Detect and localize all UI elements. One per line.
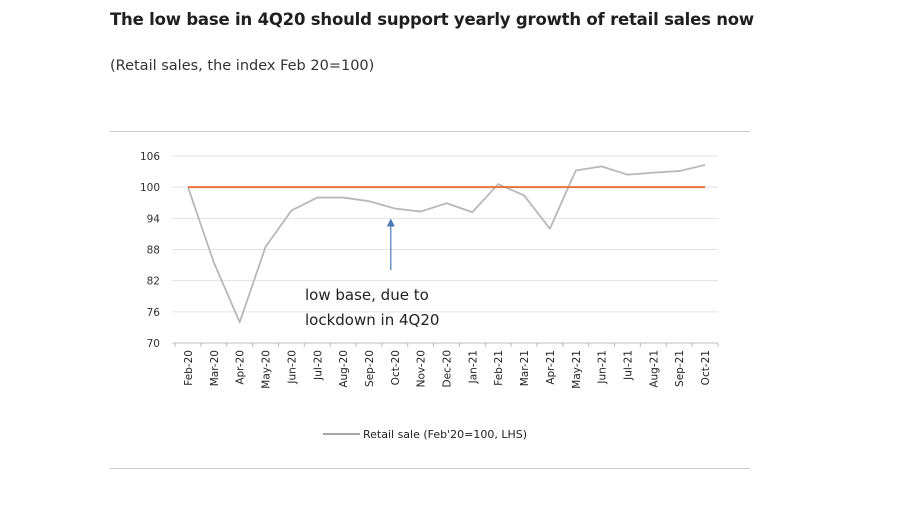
x-tick-label: Nov-20 <box>416 350 428 387</box>
y-tick-label: 88 <box>147 245 160 257</box>
annotation-line-2: lockdown in 4Q20 <box>305 311 439 329</box>
x-tick-label: Apr-21 <box>545 350 557 385</box>
x-tick-label: Jun-21 <box>597 350 609 385</box>
x-tick-label: May-21 <box>571 350 583 389</box>
x-tick-label: Jan-21 <box>467 350 479 384</box>
chart-subtitle: (Retail sales, the index Feb 20=100) <box>110 58 375 74</box>
x-tick-label: Sep-20 <box>364 350 376 387</box>
x-axis: Feb-20 Mar-20 Apr-20 May-20 Jun-20 Jul-20 Aug-… <box>172 342 719 389</box>
bottom-divider <box>110 468 750 469</box>
y-tick-label: 100 <box>140 182 160 194</box>
legend: Retail sale (Feb'20=100, LHS) <box>323 428 527 441</box>
x-tick-label: Sep-21 <box>674 350 686 387</box>
chart-title: The low base in 4Q20 should support year… <box>110 10 754 29</box>
y-tick-label: 94 <box>147 213 161 225</box>
y-tick-label: 82 <box>147 276 160 288</box>
annotation-line-1: low base, due to <box>305 286 429 304</box>
legend-label: Retail sale (Feb'20=100, LHS) <box>363 428 527 441</box>
x-tick-label: Feb-20 <box>183 350 195 386</box>
x-tick-label: Jul-20 <box>312 350 324 381</box>
top-divider <box>110 131 750 132</box>
x-tick-label: Feb-21 <box>493 350 505 386</box>
x-tick-label: Aug-21 <box>648 350 660 388</box>
x-tick-label: Oct-21 <box>700 350 712 385</box>
x-tick-label: Aug-20 <box>338 350 350 388</box>
series-lines <box>187 163 706 324</box>
x-tick-label: Mar-21 <box>519 350 531 386</box>
x-tick-label: Dec-20 <box>442 350 454 387</box>
gridlines <box>172 155 718 344</box>
x-tick-label: Oct-20 <box>390 350 402 385</box>
annotation: low base, due to lockdown in 4Q20 <box>305 218 439 329</box>
y-axis-ticks: 70 76 82 88 94 100 106 <box>140 151 160 350</box>
y-tick-label: 70 <box>147 338 160 350</box>
y-tick-label: 76 <box>147 307 161 319</box>
x-tick-label: Jul-21 <box>622 350 634 381</box>
x-tick-label: Jun-20 <box>286 350 298 385</box>
x-tick-label: Mar-20 <box>209 350 221 386</box>
x-tick-label: Apr-20 <box>235 350 247 385</box>
annotation-arrow-head <box>386 218 395 227</box>
x-tick-label: May-20 <box>261 350 273 389</box>
series-line-retail-sale <box>187 163 706 324</box>
y-tick-label: 106 <box>140 151 160 163</box>
